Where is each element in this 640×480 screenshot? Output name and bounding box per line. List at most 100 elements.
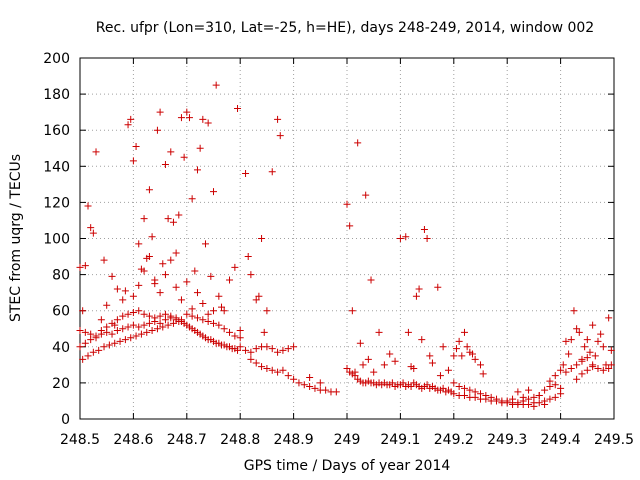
y-tick-label: 160 <box>43 123 70 139</box>
data-point <box>145 253 153 261</box>
data-point <box>557 384 565 392</box>
data-point <box>423 381 431 389</box>
data-point <box>274 115 282 123</box>
data-point <box>145 312 153 320</box>
data-point <box>164 321 172 329</box>
data-point <box>546 377 554 385</box>
x-tick-label: 249.2 <box>434 432 474 448</box>
data-point <box>284 372 292 380</box>
data-point <box>380 361 388 369</box>
data-point <box>113 327 121 335</box>
data-point <box>434 283 442 291</box>
data-point <box>129 157 137 165</box>
data-point <box>140 215 148 223</box>
data-point <box>137 330 145 338</box>
data-point <box>284 345 292 353</box>
data-point <box>370 368 378 376</box>
data-point <box>89 229 97 237</box>
data-point <box>583 336 591 344</box>
data-point <box>81 339 89 347</box>
y-tick-label: 60 <box>52 304 70 320</box>
data-point <box>135 240 143 248</box>
data-point <box>201 240 209 248</box>
x-tick-label: 249.1 <box>380 432 420 448</box>
x-tick-label: 249.3 <box>487 432 527 448</box>
data-point <box>450 379 458 387</box>
data-point <box>351 368 359 376</box>
data-point <box>551 393 559 401</box>
data-point <box>410 364 418 372</box>
data-point <box>87 224 95 232</box>
data-point <box>226 328 234 336</box>
data-point <box>204 318 212 326</box>
data-point <box>589 321 597 329</box>
data-point <box>172 249 180 257</box>
data-point <box>81 328 89 336</box>
data-point <box>218 303 226 311</box>
data-point <box>463 343 471 351</box>
data-point <box>605 364 613 372</box>
data-point <box>460 392 468 400</box>
data-point <box>247 348 255 356</box>
data-point <box>514 399 522 407</box>
data-point <box>279 366 287 374</box>
data-point <box>156 108 164 116</box>
data-point <box>185 114 193 122</box>
data-point <box>124 323 132 331</box>
data-point <box>594 364 602 372</box>
y-tick-label: 100 <box>43 232 70 248</box>
data-point <box>258 363 266 371</box>
data-point <box>247 355 255 363</box>
data-point <box>204 310 212 318</box>
data-point <box>583 366 591 374</box>
data-point <box>76 327 84 335</box>
data-point <box>135 323 143 331</box>
data-point <box>177 296 185 304</box>
y-tick-label: 120 <box>43 195 70 211</box>
data-point <box>420 225 428 233</box>
data-point <box>215 321 223 329</box>
data-point <box>562 368 570 376</box>
data-point <box>234 105 242 113</box>
data-point <box>151 276 159 284</box>
data-point <box>135 307 143 315</box>
y-tick-label: 20 <box>52 376 70 392</box>
data-point <box>391 357 399 365</box>
data-point <box>399 379 407 387</box>
data-point <box>215 292 223 300</box>
data-point <box>509 395 517 403</box>
data-point <box>87 336 95 344</box>
data-point <box>164 215 172 223</box>
data-point <box>121 287 129 295</box>
data-point <box>530 402 538 410</box>
data-point <box>81 262 89 270</box>
data-point <box>119 296 127 304</box>
data-point <box>255 292 263 300</box>
data-point <box>156 289 164 297</box>
data-point <box>452 345 460 353</box>
data-point <box>260 328 268 336</box>
data-point <box>172 283 180 291</box>
data-point <box>167 312 175 320</box>
data-point <box>207 272 215 280</box>
data-point <box>212 81 220 89</box>
data-point <box>407 383 415 391</box>
data-point <box>169 319 177 327</box>
data-point <box>343 364 351 372</box>
data-point <box>177 114 185 122</box>
data-point <box>220 307 228 315</box>
data-point <box>129 321 137 329</box>
data-point <box>151 314 159 322</box>
data-point <box>135 281 143 289</box>
data-point <box>418 336 426 344</box>
data-point <box>364 355 372 363</box>
data-point <box>169 218 177 226</box>
data-point <box>306 383 314 391</box>
data-point <box>332 388 340 396</box>
data-point <box>450 390 458 398</box>
data-point <box>204 119 212 127</box>
data-point <box>565 350 573 358</box>
data-point <box>436 372 444 380</box>
data-point <box>159 323 167 331</box>
